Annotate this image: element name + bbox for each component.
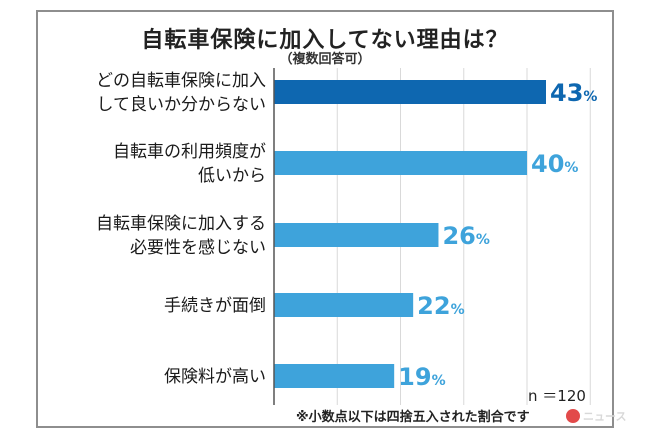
sample-size-label: n ＝120 [528, 387, 586, 405]
category-label-1-0: 自転車の利用頻度が [113, 142, 266, 162]
watermark: ニュース [566, 408, 626, 424]
category-label-4-0: 保険料が高い [164, 367, 266, 387]
value-number-1: 40 [531, 150, 564, 178]
value-unit-3: % [451, 302, 465, 318]
value-label-1: 40% [531, 150, 578, 178]
bar-3 [274, 293, 414, 317]
chart-frame [36, 10, 614, 428]
value-unit-4: % [432, 373, 446, 389]
chart-title: 自転車保険に加入してない理由は？ [141, 28, 509, 53]
footnote: ※小数点以下は四捨五入された割合です [296, 410, 530, 425]
value-number-2: 26 [442, 222, 475, 250]
watermark-text: ニュース [583, 410, 627, 423]
value-label-2: 26% [442, 222, 489, 250]
category-label-1-1: 低いから [198, 166, 266, 186]
category-label-0-1: して良いか分からない [97, 95, 267, 115]
bar-4 [274, 364, 395, 388]
value-number-3: 22 [417, 292, 450, 320]
bar-0 [274, 80, 546, 104]
value-unit-1: % [564, 160, 578, 176]
watermark-logo-icon [566, 409, 580, 423]
value-label-3: 22% [417, 292, 464, 320]
value-unit-2: % [476, 232, 490, 248]
value-unit-0: % [583, 89, 597, 105]
chart-subtitle: （複数回答可） [279, 52, 371, 67]
value-number-0: 43 [550, 79, 583, 107]
category-label-2-1: 必要性を感じない [130, 238, 266, 258]
value-label-4: 19% [398, 363, 445, 391]
category-label-3-0: 手続きが面倒 [164, 296, 266, 316]
value-label-0: 43% [550, 79, 597, 107]
category-label-2-0: 自転車保険に加入する [96, 214, 266, 234]
bar-2 [274, 223, 439, 247]
category-label-0-0: どの自転車保険に加入 [96, 71, 266, 91]
bar-1 [274, 151, 528, 175]
value-number-4: 19 [398, 363, 431, 391]
